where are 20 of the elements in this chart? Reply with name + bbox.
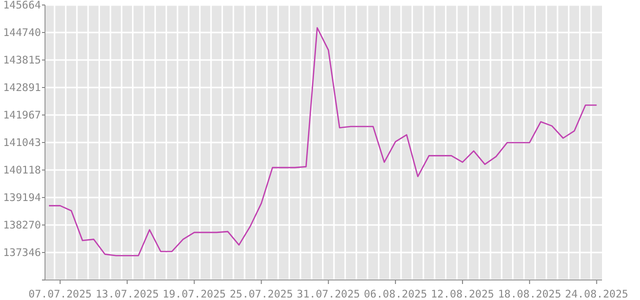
- y-tick-label: 142891: [3, 82, 41, 94]
- y-tick-label: 139194: [3, 192, 41, 204]
- x-tick-label: 12.08.2025: [430, 288, 494, 300]
- x-tick-label: 31.07.2025: [296, 288, 360, 300]
- x-tick-label: 19.07.2025: [162, 288, 226, 300]
- x-tick-label: 18.08.2025: [498, 288, 562, 300]
- y-tick-label: 137346: [3, 246, 41, 259]
- y-tick-label: 143815: [3, 54, 41, 66]
- line-series: [48, 27, 598, 256]
- y-tick-label: 141043: [3, 136, 41, 149]
- x-tick-label: 24.08.2025: [565, 288, 628, 300]
- x-tick-label: 25.07.2025: [230, 288, 293, 300]
- x-tick-label: 07.07.2025: [28, 288, 92, 300]
- x-tick-label: 06.08.2025: [364, 288, 428, 300]
- y-tick-label: 138270: [3, 219, 41, 232]
- x-tick-label: 13.07.2025: [96, 288, 159, 300]
- y-tick-label: 145664: [3, 0, 41, 12]
- y-tick-label: 144740: [3, 26, 41, 39]
- y-tick-label: 141967: [3, 109, 41, 122]
- y-tick-label: 140118: [3, 164, 41, 176]
